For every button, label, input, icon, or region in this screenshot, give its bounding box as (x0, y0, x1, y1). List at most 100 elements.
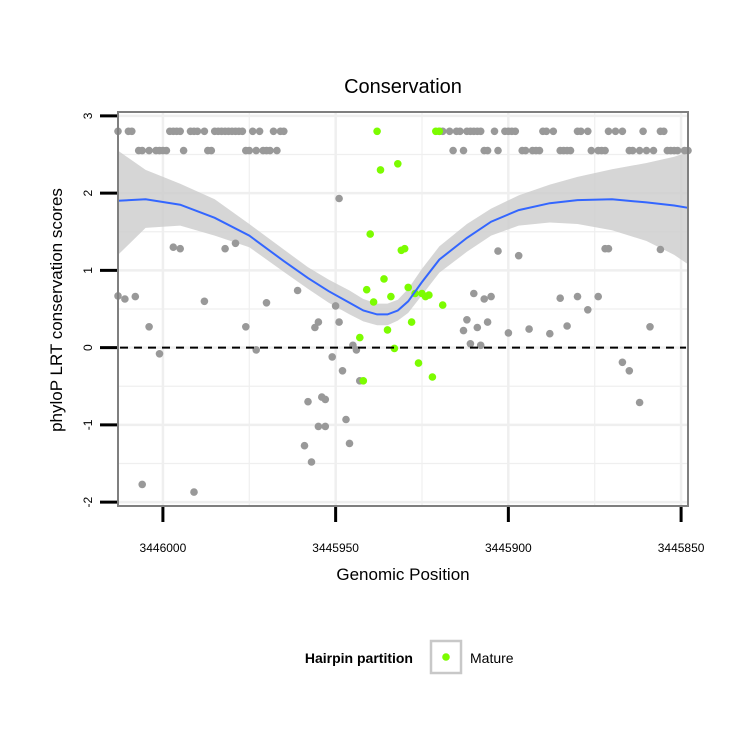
data-point (525, 325, 533, 333)
data-point (587, 146, 596, 155)
data-point (673, 146, 682, 155)
data-point (463, 316, 471, 324)
data-point-mature (400, 244, 409, 253)
data-point (549, 127, 558, 136)
data-point (193, 127, 202, 136)
data-point (649, 146, 658, 155)
data-point (601, 146, 609, 155)
points-mature (356, 127, 447, 385)
data-point (459, 146, 468, 155)
data-point (635, 146, 644, 155)
data-point (255, 127, 264, 136)
data-point (331, 302, 340, 310)
legend-key-dot (442, 653, 450, 661)
data-point (176, 127, 184, 136)
data-point (179, 146, 188, 155)
data-point (573, 292, 582, 301)
data-point (221, 244, 229, 253)
data-point (473, 323, 482, 332)
data-point (594, 292, 602, 301)
data-point (138, 480, 146, 489)
data-point (535, 146, 544, 155)
data-point (131, 292, 140, 301)
data-point (487, 292, 495, 301)
data-point (307, 458, 316, 466)
legend: Hairpin partition Mature (305, 639, 514, 675)
y-axis: -2 -1 0 1 2 3 (81, 112, 117, 507)
data-point-mature (366, 230, 375, 238)
data-point (646, 323, 654, 331)
data-point (321, 422, 330, 431)
data-point (311, 323, 319, 332)
data-point (639, 127, 647, 136)
data-point-mature (394, 160, 402, 168)
grid (118, 112, 688, 506)
data-point-mature (425, 291, 433, 299)
data-point (238, 127, 247, 136)
data-point (611, 127, 620, 136)
data-point (121, 295, 129, 303)
data-point (293, 286, 302, 295)
data-point (273, 146, 281, 155)
data-point-mature (359, 377, 368, 385)
chart-title: Conservation (344, 76, 462, 98)
data-point (169, 243, 178, 251)
data-point (514, 251, 523, 260)
data-point (618, 358, 627, 367)
x-tick-label: 3445850 (658, 541, 705, 555)
data-point (660, 127, 668, 136)
data-point (449, 146, 457, 155)
data-point (618, 127, 627, 136)
data-point (145, 323, 153, 331)
data-point (176, 244, 184, 253)
smooth-line (117, 198, 689, 316)
data-point-mature (407, 318, 416, 326)
data-point (280, 127, 288, 136)
data-point (656, 245, 665, 254)
data-point (480, 295, 489, 303)
data-point (266, 146, 274, 155)
x-tick-label: 3445950 (312, 541, 359, 555)
data-point (584, 127, 592, 136)
data-point (584, 306, 592, 314)
data-point (604, 127, 613, 136)
data-point (248, 127, 257, 136)
data-point-mature (390, 344, 399, 353)
data-point (542, 127, 551, 136)
data-point (642, 146, 651, 155)
data-point (245, 146, 254, 155)
data-point (321, 395, 330, 404)
data-point-mature (438, 301, 447, 309)
data-point (546, 329, 554, 338)
data-point (342, 415, 350, 424)
data-point-mature (369, 298, 378, 306)
data-point-mature (435, 127, 444, 136)
data-point (314, 318, 323, 326)
y-tick-label: -2 (81, 496, 95, 507)
data-point-mature (362, 285, 371, 294)
data-point (563, 322, 571, 330)
legend-entry-label: Mature (470, 650, 514, 666)
data-point (335, 318, 343, 326)
data-point (314, 422, 323, 431)
data-point-mature (414, 359, 423, 367)
panel-border (117, 111, 689, 507)
points-other (114, 127, 692, 496)
data-point (483, 146, 492, 155)
data-point (345, 439, 354, 448)
data-point (252, 346, 260, 354)
data-point (328, 353, 337, 361)
confidence-band (118, 150, 688, 326)
data-point (269, 127, 278, 136)
y-tick-label: 1 (81, 267, 95, 274)
data-point (252, 146, 260, 155)
data-point (577, 127, 585, 136)
x-tick-label: 3446000 (140, 541, 187, 555)
data-point (262, 299, 271, 307)
data-point (604, 244, 613, 253)
y-tick-label: 0 (81, 344, 95, 351)
x-tick-label: 3445900 (485, 541, 532, 555)
data-point (494, 247, 502, 255)
data-point (242, 323, 250, 331)
